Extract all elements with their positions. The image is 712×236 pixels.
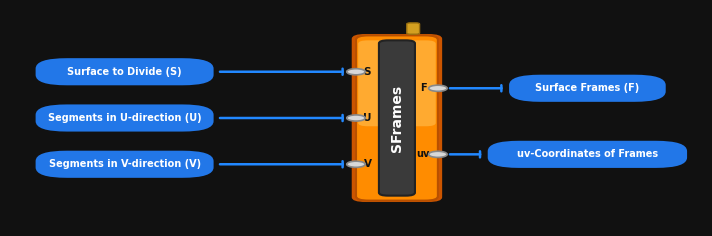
FancyBboxPatch shape [407, 23, 419, 34]
FancyBboxPatch shape [352, 34, 442, 202]
Circle shape [347, 69, 365, 75]
Circle shape [429, 151, 447, 157]
Text: S: S [364, 67, 371, 77]
FancyBboxPatch shape [36, 104, 214, 132]
Text: uv: uv [417, 149, 430, 159]
Text: Segments in U-direction (U): Segments in U-direction (U) [48, 113, 201, 123]
Text: U: U [363, 113, 372, 123]
Text: uv-Coordinates of Frames: uv-Coordinates of Frames [517, 149, 658, 159]
Circle shape [347, 161, 365, 167]
Text: V: V [363, 159, 372, 169]
Circle shape [347, 115, 365, 121]
Text: Surface Frames (F): Surface Frames (F) [535, 83, 639, 93]
Circle shape [429, 85, 447, 91]
Text: F: F [420, 83, 426, 93]
FancyBboxPatch shape [488, 141, 687, 168]
FancyBboxPatch shape [358, 40, 436, 126]
FancyBboxPatch shape [36, 58, 214, 85]
FancyBboxPatch shape [36, 151, 214, 178]
Text: Surface to Divide (S): Surface to Divide (S) [68, 67, 182, 77]
Text: Segments in V-direction (V): Segments in V-direction (V) [48, 159, 201, 169]
FancyBboxPatch shape [379, 40, 415, 196]
FancyBboxPatch shape [509, 75, 666, 102]
Text: SFrames: SFrames [390, 84, 404, 152]
FancyBboxPatch shape [356, 35, 438, 201]
